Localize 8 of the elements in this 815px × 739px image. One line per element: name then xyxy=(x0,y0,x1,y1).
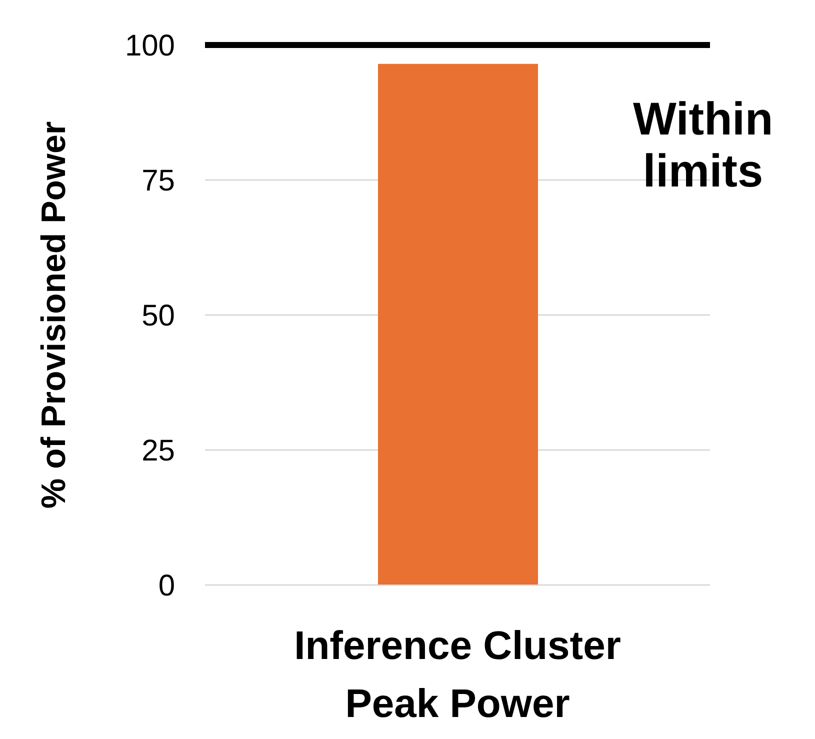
y-tick-label: 75 xyxy=(142,164,175,198)
y-tick-label: 50 xyxy=(142,300,175,333)
y-tick-label: 0 xyxy=(158,570,175,603)
ref-line-label: Within limits xyxy=(632,92,774,196)
y-tick-label: 25 xyxy=(142,434,175,468)
x-tick-label: Inference Cluster Peak Power xyxy=(294,624,621,726)
y-tick-label: 100 xyxy=(124,30,175,63)
y-axis-title: % of Provisioned Power xyxy=(35,121,73,509)
